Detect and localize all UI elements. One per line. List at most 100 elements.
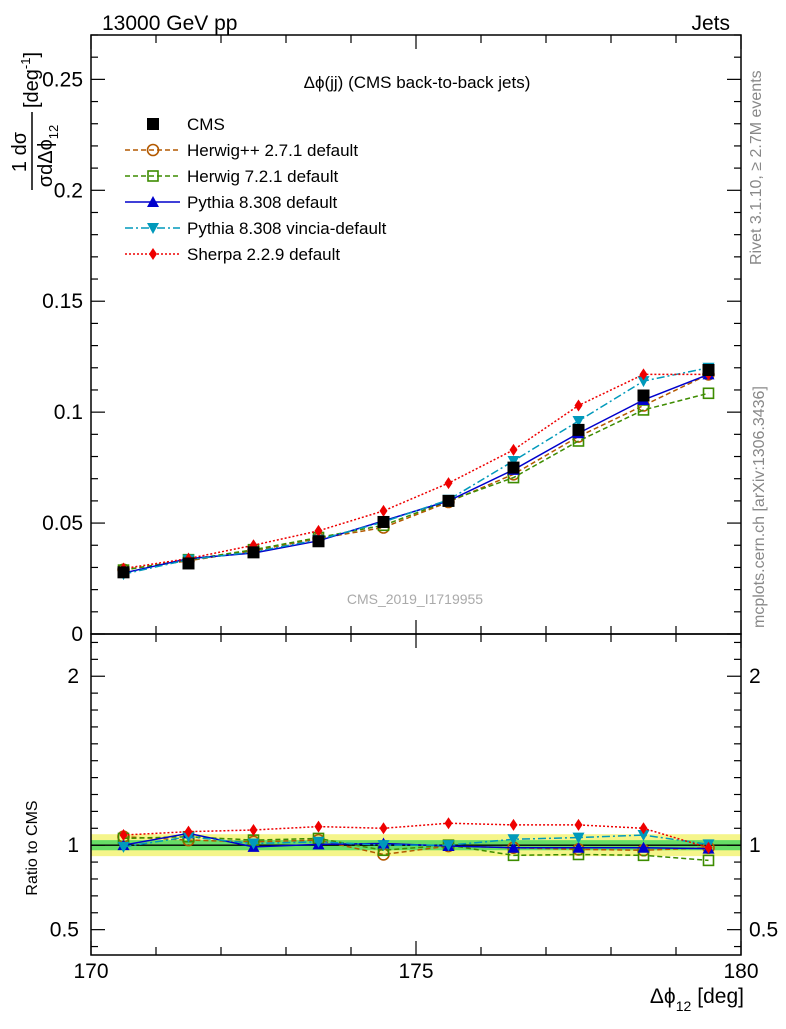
y-tick-label: 0.25	[42, 68, 83, 91]
ratio-point	[572, 841, 585, 853]
data-point	[312, 535, 325, 548]
main-panel: Δϕ(jj) (CMS back-to-back jets) CMS_2019_…	[9, 34, 742, 646]
data-point	[702, 363, 715, 376]
ratio-y-label: Ratio to CMS	[24, 800, 41, 895]
ratio-point	[247, 838, 260, 850]
y-tick-label: 0.1	[54, 401, 83, 424]
legend-entry: CMS	[147, 115, 225, 134]
y-tick-label: 0.05	[42, 512, 83, 535]
x-tick-label: 180	[723, 960, 758, 983]
ratio-y-tick-label: 2	[67, 665, 79, 688]
ratio-point	[637, 841, 650, 853]
data-point	[702, 387, 715, 400]
series-line	[123, 373, 709, 574]
ratio-y-tick-label: 1	[67, 834, 79, 857]
legend-entry: Sherpa 2.2.9 default	[125, 245, 340, 264]
ratio-point	[639, 822, 648, 835]
data-point	[117, 566, 130, 579]
legend-marker	[147, 196, 159, 207]
ratio-point	[574, 818, 583, 831]
data-point	[444, 477, 453, 490]
legend-entry: Herwig 7.2.1 default	[125, 167, 338, 186]
series-sherpa-2-2-9-default	[119, 368, 713, 575]
legend-label: CMS	[187, 115, 225, 134]
ratio-point	[442, 840, 455, 852]
data-point	[637, 389, 650, 402]
ratio-y-tick-label: 0.5	[50, 919, 79, 942]
legend-label: Herwig 7.2.1 default	[187, 167, 338, 186]
ratio-point	[444, 817, 453, 830]
ratio-point	[184, 825, 193, 838]
legend-label: Herwig++ 2.7.1 default	[187, 141, 358, 160]
ratio-point	[377, 840, 390, 852]
ratio-point	[704, 841, 713, 854]
legend-label: Pythia 8.308 default	[187, 193, 338, 212]
ratio-point	[509, 818, 518, 831]
legend-entry: Pythia 8.308 default	[125, 193, 338, 212]
ratio-line	[123, 835, 709, 862]
ratio-point	[379, 822, 388, 835]
ratio-line	[123, 835, 709, 856]
series-cms	[117, 363, 715, 579]
series-herwig-2-7-1-default	[117, 368, 715, 576]
data-point	[182, 557, 195, 570]
header-left: 13000 GeV pp	[102, 12, 237, 35]
ratio-frame	[90, 633, 742, 956]
legend: CMS Herwig++ 2.7.1 default Herwig 7.2.1 de…	[125, 115, 387, 264]
mcplots-label: mcplots.cern.ch [arXiv:1306.3436]	[751, 386, 768, 628]
series-line	[123, 373, 709, 571]
data-point	[572, 416, 585, 428]
legend-label: Pythia 8.308 vincia-default	[187, 219, 387, 238]
series-line	[123, 367, 709, 575]
ratio-line	[123, 834, 709, 848]
series-herwig-7-2-1-default	[117, 387, 715, 576]
x-axis-label: Δϕ12 [deg]	[650, 985, 744, 1014]
ylabel-numerator: 1 dσ	[9, 131, 31, 172]
data-point	[639, 368, 648, 381]
series-pythia-8-308-default	[117, 368, 715, 578]
ratio-y-tick-label-right: 1	[749, 834, 761, 857]
legend-marker	[147, 118, 159, 130]
legend-marker	[146, 143, 160, 157]
header-right: Jets	[691, 12, 730, 35]
data-point	[507, 455, 520, 467]
data-point	[314, 524, 323, 537]
ratio-y-tick-label-right: 0.5	[749, 919, 778, 942]
rivet-label: Rivet 3.1.10, ≥ 2.7M events	[748, 70, 765, 265]
data-point	[637, 376, 650, 388]
ratio-point	[702, 854, 715, 867]
ratio-point	[119, 829, 128, 842]
data-point	[509, 443, 518, 456]
ratio-point	[314, 820, 323, 833]
data-point	[507, 461, 520, 474]
legend-label: Sherpa 2.2.9 default	[187, 245, 340, 264]
main-title: Δϕ(jj) (CMS back-to-back jets)	[304, 73, 531, 92]
legend-entry: Herwig++ 2.7.1 default	[125, 141, 358, 160]
data-point	[377, 515, 390, 528]
ratio-y-tick-label-right: 2	[749, 665, 761, 688]
ratio-point	[249, 823, 258, 836]
ylabel-denominator: σdΔϕ12	[35, 125, 61, 188]
ratio-panel: Ratio to CMS Δϕ12 [deg] 170 175 180 0.5 0.5 1 1…	[24, 633, 778, 1014]
series-line	[123, 373, 709, 570]
ratio-point	[572, 832, 585, 844]
legend-entry: Pythia 8.308 vincia-default	[125, 219, 387, 238]
x-tick-label: 175	[398, 960, 433, 983]
y-tick-label: 0.2	[54, 179, 83, 202]
y-tick-label: 0.15	[42, 290, 83, 313]
ratio-series-sherpa-2-2-9-default	[119, 817, 713, 854]
ratio-point	[637, 830, 650, 842]
data-point	[574, 399, 583, 412]
data-point	[247, 546, 260, 559]
legend-marker	[147, 170, 159, 182]
series-pythia-8-308-vincia-default	[117, 362, 715, 581]
ratio-point	[507, 841, 520, 853]
ratio-line	[123, 822, 709, 849]
ylabel-unit: [deg-1]	[18, 52, 43, 108]
y-tick-label: 0	[71, 623, 83, 646]
ratio-point	[312, 836, 325, 848]
legend-marker	[149, 248, 157, 260]
series-line	[123, 392, 709, 571]
ratio-point	[117, 841, 130, 853]
